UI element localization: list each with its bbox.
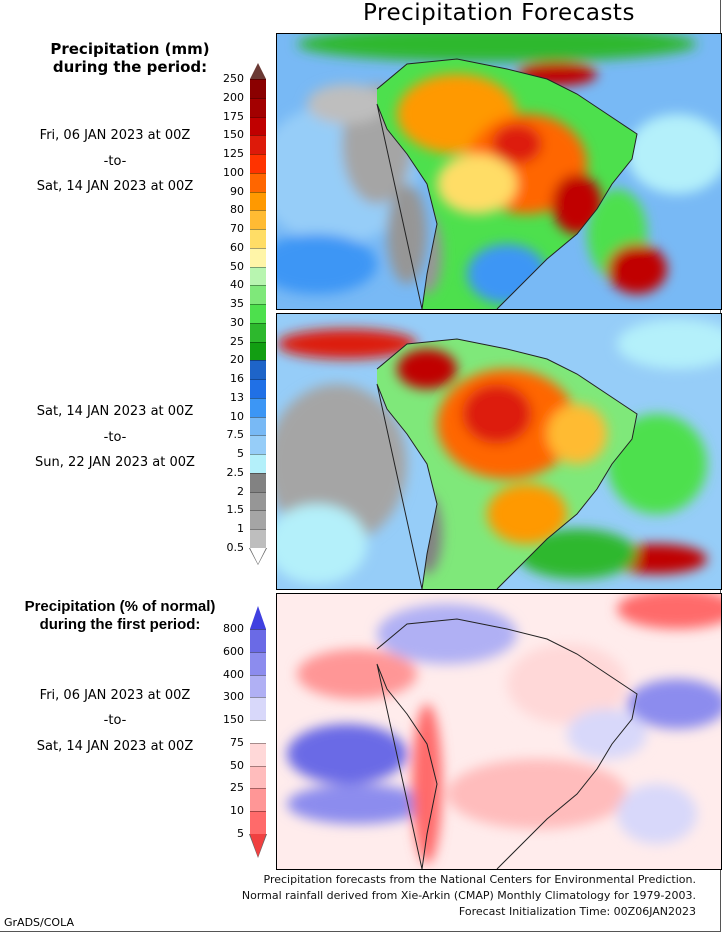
panel2-to: -to- (103, 430, 127, 445)
colorbar-segment (250, 720, 266, 744)
colorbar-tick-label: 40 (230, 278, 244, 292)
colorbar-segment (250, 135, 266, 156)
colorbar-segment (250, 379, 266, 399)
colorbar-segment (250, 229, 266, 249)
colorbar-tick-label: 2.5 (226, 465, 245, 479)
colorbar-segment (250, 435, 266, 456)
colorbar-segment (250, 79, 266, 99)
colorbar-tick-label: 175 (223, 109, 244, 123)
panel3-to: -to- (103, 713, 127, 728)
colorbar-tick-label: 70 (230, 222, 244, 236)
footer-source: Precipitation forecasts from the Nationa… (263, 873, 697, 886)
colorbar-segment (250, 742, 266, 767)
colorbar-segment (250, 454, 266, 474)
colorbar-tick-label: 1 (237, 522, 244, 536)
credit-grads-cola: GrADS/COLA (4, 916, 74, 929)
panel3-end-date: Sat, 14 JAN 2023 at 00Z (36, 739, 194, 754)
colorbar-tick-label: 10 (230, 804, 244, 818)
colorbar-tick-label: 25 (230, 781, 244, 795)
colorbar-segment (250, 697, 266, 722)
colorbar-tick-label: 50 (230, 758, 244, 772)
panel1-header-line2: during the period: (52, 58, 208, 76)
colorbar-tick-label: 13 (230, 390, 244, 404)
colorbar-segment (250, 154, 266, 174)
colorbar-top-arrow (250, 606, 266, 629)
colorbar-bottom-arrow (250, 834, 266, 857)
colorbar-tick-label: 30 (230, 315, 244, 329)
footer-init-time: Forecast Initialization Time: 00Z06JAN20… (458, 905, 696, 918)
colorbar-tick-label: 100 (223, 165, 244, 179)
colorbar-tick-label: 400 (223, 667, 244, 681)
panel1-header-line1: Precipitation (mm) (50, 40, 210, 58)
colorbar-tick-label: 1.5 (226, 503, 245, 517)
colorbar-segment (250, 360, 266, 381)
colorbar-segment (250, 304, 266, 324)
panel3-header: Precipitation (% of normal) during the f… (0, 598, 240, 634)
colorbar-segment (250, 529, 266, 549)
colorbar-segment (250, 322, 266, 343)
colorbar-segment (250, 811, 266, 835)
panel1-header: Precipitation (mm) during the period: (0, 40, 260, 76)
panel2-end-date: Sun, 22 JAN 2023 at 00Z (35, 455, 195, 470)
percent-normal-map (276, 593, 722, 870)
colorbar-tick-label: 200 (223, 90, 244, 104)
panel2-start-date: Sat, 14 JAN 2023 at 00Z (36, 404, 194, 419)
colorbar-tick-label: 0.5 (226, 541, 245, 554)
panel1-to: -to- (103, 154, 127, 169)
colorbar-bottom-arrow (250, 548, 266, 564)
colorbar-segment (250, 788, 266, 813)
colorbar-tick-label: 80 (230, 203, 244, 217)
colorbar-segment (250, 341, 266, 362)
colorbar-segment (250, 397, 266, 418)
colorbar-tick-label: 2 (237, 484, 244, 498)
colorbar-segment (250, 210, 266, 231)
colorbar-segment (250, 765, 266, 790)
colorbar-segment (250, 285, 266, 306)
colorbar-tick-label: 50 (230, 259, 244, 273)
colorbar-top-arrow (250, 63, 266, 79)
colorbar-tick-label: 25 (230, 334, 244, 348)
colorbar-tick-label: 60 (230, 240, 244, 254)
colorbar-segment (250, 266, 266, 287)
colorbar-tick-label: 35 (230, 297, 244, 311)
colorbar-tick-label: 20 (230, 353, 244, 367)
panel3-header-line1: Precipitation (% of normal) (24, 598, 216, 615)
colorbar-tick-label: 5 (237, 447, 244, 461)
colorbar-segment (250, 247, 266, 268)
colorbar-segment (250, 629, 266, 653)
colorbar-segment (250, 651, 266, 676)
footer-climatology: Normal rainfall derived from Xie-Arkin (… (241, 889, 696, 902)
colorbar-tick-label: 250 (223, 72, 244, 85)
colorbar-tick-label: 7.5 (226, 428, 245, 442)
panel1-start-date: Fri, 06 JAN 2023 at 00Z (39, 128, 191, 143)
panel3-header-line2: during the first period: (39, 616, 201, 633)
colorbar-tick-label: 5 (237, 827, 244, 840)
panel3-start-date: Fri, 06 JAN 2023 at 00Z (39, 688, 191, 703)
colorbar-segment (250, 472, 266, 493)
colorbar-segment (250, 97, 266, 118)
colorbar-segment (250, 491, 266, 512)
colorbar-tick-label: 125 (223, 147, 244, 161)
page-title: Precipitation Forecasts (363, 0, 635, 26)
colorbar-segment (250, 416, 266, 437)
colorbar-tick-label: 800 (223, 622, 244, 635)
colorbar-tick-label: 300 (223, 690, 244, 704)
colorbar-segment (250, 674, 266, 699)
colorbar-tick-label: 150 (223, 713, 244, 727)
colorbar-tick-label: 150 (223, 128, 244, 142)
colorbar-tick-label: 75 (230, 735, 244, 749)
colorbar-tick-label: 10 (230, 409, 244, 423)
colorbar-tick-label: 90 (230, 184, 244, 198)
colorbar-segment (250, 172, 266, 193)
precip-map-period2 (276, 313, 722, 590)
panel1-end-date: Sat, 14 JAN 2023 at 00Z (36, 179, 194, 194)
colorbar-segment (250, 191, 266, 212)
colorbar-segment (250, 116, 266, 137)
colorbar-tick-label: 16 (230, 372, 244, 386)
colorbar-tick-label: 600 (223, 644, 244, 658)
precip-map-period1 (276, 33, 722, 310)
colorbar-segment (250, 510, 266, 531)
